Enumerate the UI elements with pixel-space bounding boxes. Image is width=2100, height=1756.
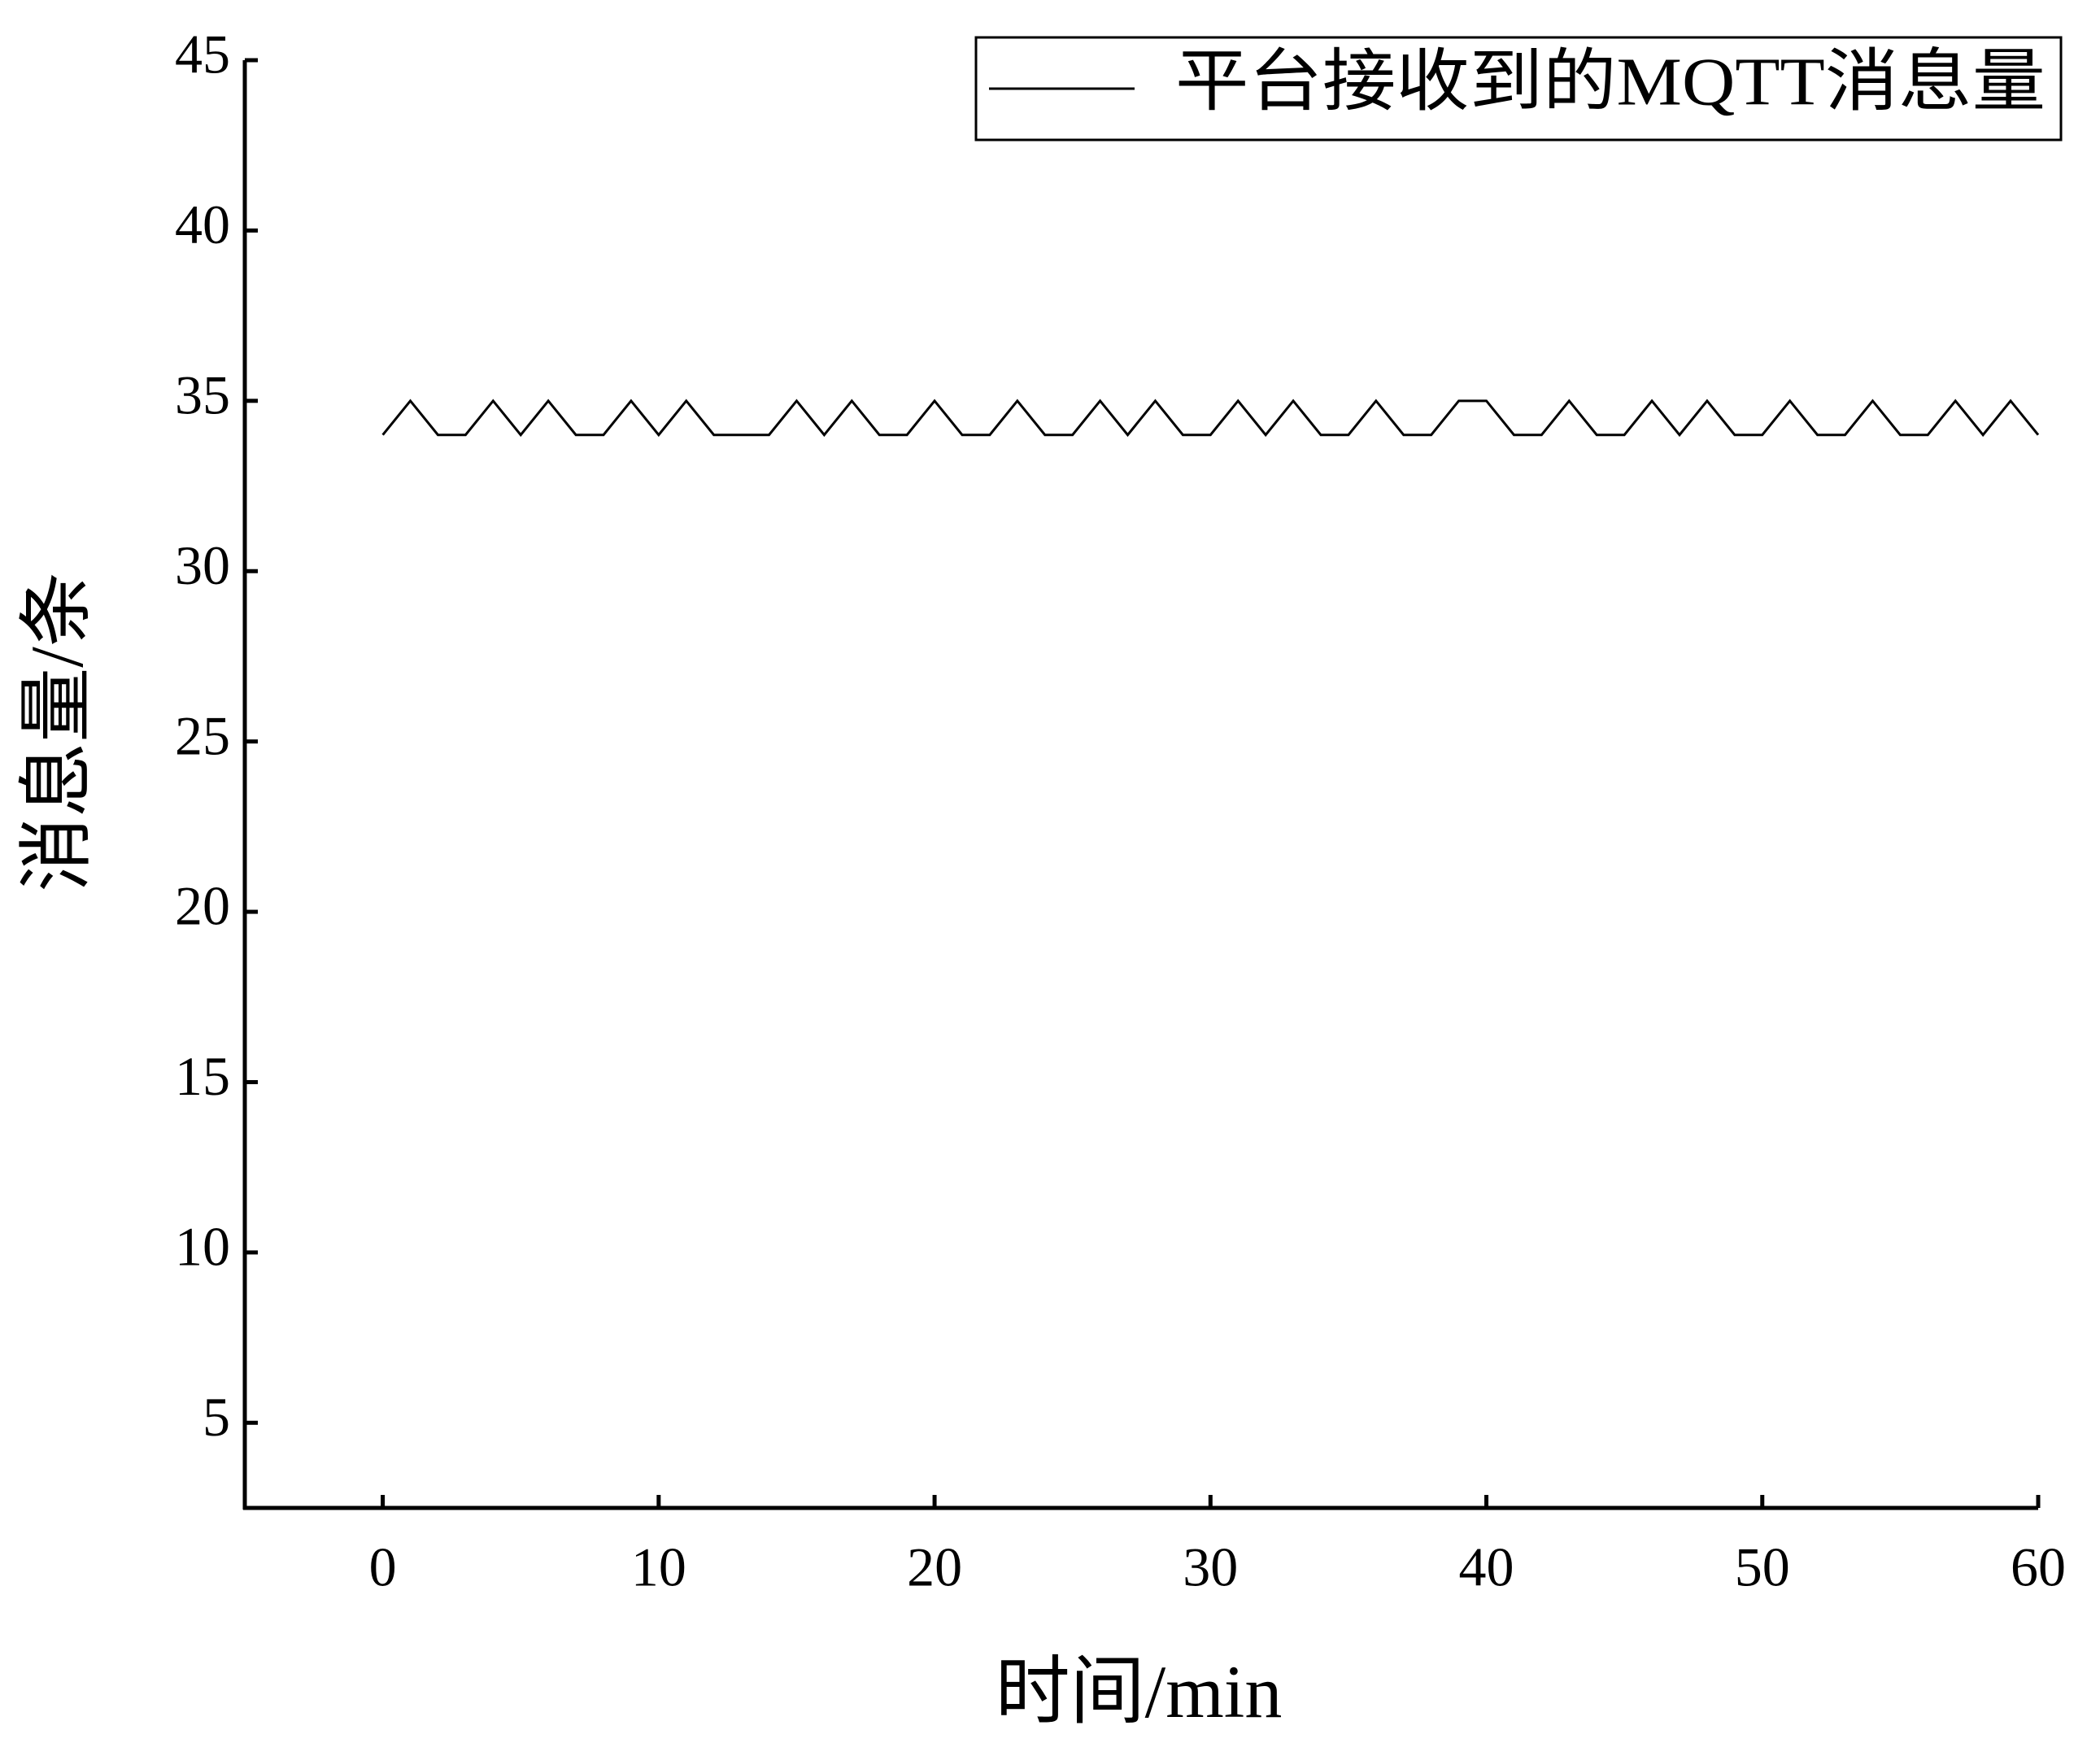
x-tick-label: 20 [907, 1536, 962, 1598]
x-tick-label: 60 [2011, 1536, 2066, 1598]
x-tick-label: 50 [1735, 1536, 1790, 1598]
y-tick-label: 25 [175, 704, 230, 766]
x-tick-label: 30 [1183, 1536, 1238, 1598]
legend-label: 平台接收到的MQTT消息量 [1175, 44, 2046, 120]
y-tick-label: 30 [175, 534, 230, 596]
y-tick-label: 40 [175, 194, 230, 255]
y-tick-label: 35 [175, 364, 230, 425]
y-tick-label: 10 [175, 1215, 230, 1277]
y-tick-label: 5 [203, 1386, 230, 1448]
y-axis-title: 消息量/条 [15, 572, 98, 892]
x-tick-label: 0 [369, 1536, 397, 1598]
y-tick-label: 45 [175, 24, 230, 85]
data-line [381, 399, 2040, 438]
y-tick-label: 20 [175, 875, 230, 937]
legend-box [974, 36, 2063, 142]
x-tick-label: 40 [1459, 1536, 1514, 1598]
y-tick-label: 15 [175, 1045, 230, 1107]
x-axis-title: 时间/min [996, 1650, 1283, 1733]
x-tick-label: 10 [631, 1536, 686, 1598]
